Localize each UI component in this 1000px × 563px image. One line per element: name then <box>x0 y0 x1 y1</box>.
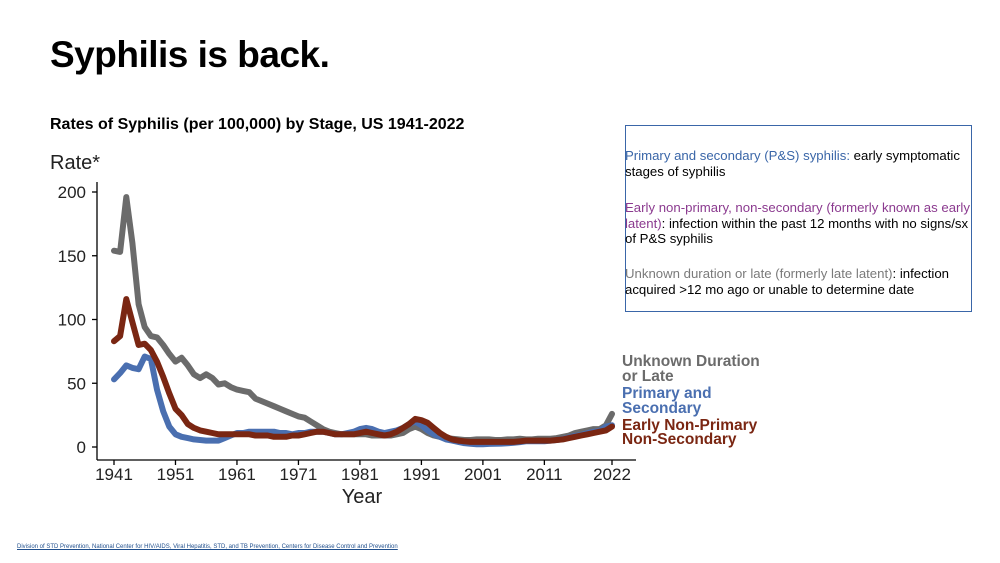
y-tick-label: 150 <box>58 247 86 266</box>
series-line-unknown-late <box>111 194 615 443</box>
y-tick-label: 200 <box>58 183 86 202</box>
x-tick-label: 2001 <box>464 465 502 484</box>
chart-title: Rates of Syphilis (per 100,000) by Stage… <box>50 116 465 133</box>
x-tick-label: 1951 <box>157 465 195 484</box>
y-tick-label: 100 <box>58 311 86 330</box>
definition-unknown-duration: Unknown duration or late (formerly late … <box>625 266 975 297</box>
x-tick-label: 2022 <box>593 465 631 484</box>
definition-term: Unknown duration or late (formerly late … <box>625 266 893 281</box>
footer-link-std[interactable]: Division of STD Prevention <box>17 544 89 550</box>
definitions-box: Primary and secondary (P&S) syphilis: ea… <box>625 125 972 312</box>
y-tick-label: 50 <box>67 374 86 393</box>
legend-primary-secondary-line: Primary and <box>622 385 712 402</box>
series-line-early-non-primary <box>111 296 615 445</box>
definition-term: Early non-primary, non-secondary (former… <box>625 200 970 231</box>
definition-text: early symptomatic stages of syphilis <box>625 148 960 179</box>
footer-link-nchhstp[interactable]: National Center for HIV/AIDS, Viral Hepa… <box>92 544 279 550</box>
footer-separator: , <box>88 544 93 550</box>
definition-primary-secondary: Primary and secondary (P&S) syphilis: ea… <box>625 148 975 179</box>
definition-term: Primary and secondary (P&S) syphilis: <box>625 148 850 163</box>
y-axis-label: Rate* <box>50 152 100 174</box>
x-tick-label: 2011 <box>526 465 563 484</box>
legend-unknown-late-line: Unknown Duration <box>622 353 760 370</box>
legend-early-non-primary-line: Early Non-Primary <box>622 417 758 434</box>
source-footer: Division of STD Prevention, National Cen… <box>17 544 398 550</box>
footer-link-cdc[interactable]: Centers for Disease Control and Preventi… <box>281 544 398 550</box>
y-tick-label: 0 <box>77 438 86 457</box>
legend-early-non-primary-line: Non-Secondary <box>622 431 737 448</box>
footer-separator: , <box>278 544 282 550</box>
legend-unknown-late-line: or Late <box>622 368 674 385</box>
x-axis-label: Year <box>342 486 383 508</box>
definition-early-non-primary: Early non-primary, non-secondary (former… <box>625 200 975 247</box>
chart-lines <box>111 194 615 448</box>
slide-title: Syphilis is back. <box>50 34 330 75</box>
x-tick-label: 1991 <box>402 465 440 484</box>
legend-primary-secondary-line: Secondary <box>622 400 702 417</box>
x-tick-label: 1981 <box>341 465 379 484</box>
definition-text: : infection within the past 12 months wi… <box>625 215 969 247</box>
x-tick-label: 1941 <box>95 465 133 484</box>
chart-axes: 0 50 100 150 200 1941 1951 1961 1971 1981 1991 2001… <box>50 152 636 508</box>
x-tick-label: 1971 <box>280 465 318 484</box>
definition-text: : infection acquired >12 mo ago or unabl… <box>625 266 949 297</box>
x-tick-label: 1961 <box>218 465 256 484</box>
